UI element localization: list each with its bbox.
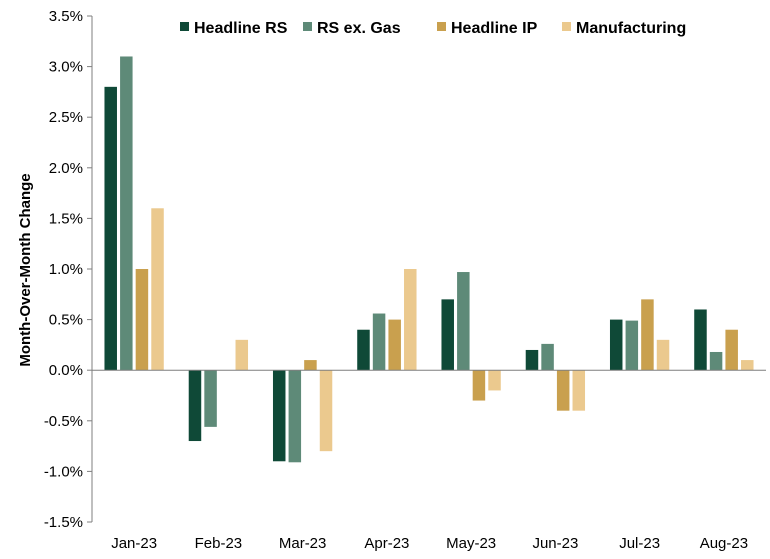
y-tick-label: 3.5% (49, 8, 83, 25)
y-tick-label: 1.0% (49, 261, 83, 278)
legend-label: Manufacturing (576, 20, 686, 37)
y-tick-label: 1.5% (49, 210, 83, 227)
legend-label: RS ex. Gas (317, 20, 401, 37)
x-tick-label: Apr-23 (364, 535, 409, 552)
bars (104, 56, 754, 463)
x-tick-label: Mar-23 (279, 535, 327, 552)
bar (235, 339, 249, 371)
legend: Headline RS RS ex. Gas Headline IP Manufact… (180, 20, 686, 37)
bar (188, 370, 202, 442)
x-tick-label: Aug-23 (700, 535, 748, 552)
bar (709, 351, 723, 371)
bar (272, 370, 286, 462)
bar (656, 339, 670, 371)
x-tick-label: Feb-23 (195, 535, 243, 552)
bar (556, 370, 570, 411)
bar (204, 370, 217, 427)
bar (372, 313, 386, 371)
bar (625, 320, 639, 371)
bar (641, 299, 654, 371)
legend-swatch (180, 22, 189, 31)
x-tick-label: May-23 (446, 535, 496, 552)
y-tick-label: -1.5% (44, 514, 83, 531)
y-tick-label: 0.0% (49, 362, 83, 379)
y-tick-label: 0.5% (49, 312, 83, 329)
y-tick-label: -1.0% (44, 463, 83, 480)
bar (457, 272, 470, 371)
bar (741, 360, 754, 371)
bar (120, 56, 133, 371)
bar (304, 360, 317, 371)
legend-label: Headline RS (194, 20, 288, 37)
x-tick-label: Jan-23 (111, 535, 157, 552)
bar (388, 319, 401, 371)
bar (572, 370, 586, 411)
bar (725, 329, 738, 371)
bar (404, 269, 417, 371)
x-tick-label: Jun-23 (532, 535, 578, 552)
legend-swatch (303, 22, 312, 31)
bar (694, 309, 707, 371)
bar (288, 370, 302, 463)
y-axis-label: Month-Over-Month Change (17, 173, 34, 366)
bar (472, 370, 486, 401)
y-axis: -1.5% -1.0% -0.5% 0.0% 0.5% 1.0% 1.5% 2.0% 2.5% 3… (44, 8, 93, 531)
legend-swatch (562, 22, 571, 31)
x-axis: Jan-23 Feb-23 Mar-23 Apr-23 May-23 Jun-23 Jul-… (92, 369, 766, 552)
bar (441, 299, 454, 371)
bar (151, 208, 164, 371)
bar (104, 86, 117, 371)
legend-swatch (437, 22, 446, 31)
bar (541, 343, 554, 371)
bar (135, 269, 149, 371)
bar (319, 370, 333, 452)
y-tick-label: -0.5% (44, 413, 83, 430)
y-tick-label: 3.0% (49, 59, 83, 76)
bar (609, 319, 623, 371)
bar (357, 329, 370, 371)
x-tick-label: Jul-23 (619, 535, 660, 552)
bar (525, 349, 539, 371)
y-tick-label: 2.5% (49, 109, 83, 126)
legend-label: Headline IP (451, 20, 538, 37)
bar (488, 370, 501, 391)
y-tick-label: 2.0% (49, 160, 83, 177)
